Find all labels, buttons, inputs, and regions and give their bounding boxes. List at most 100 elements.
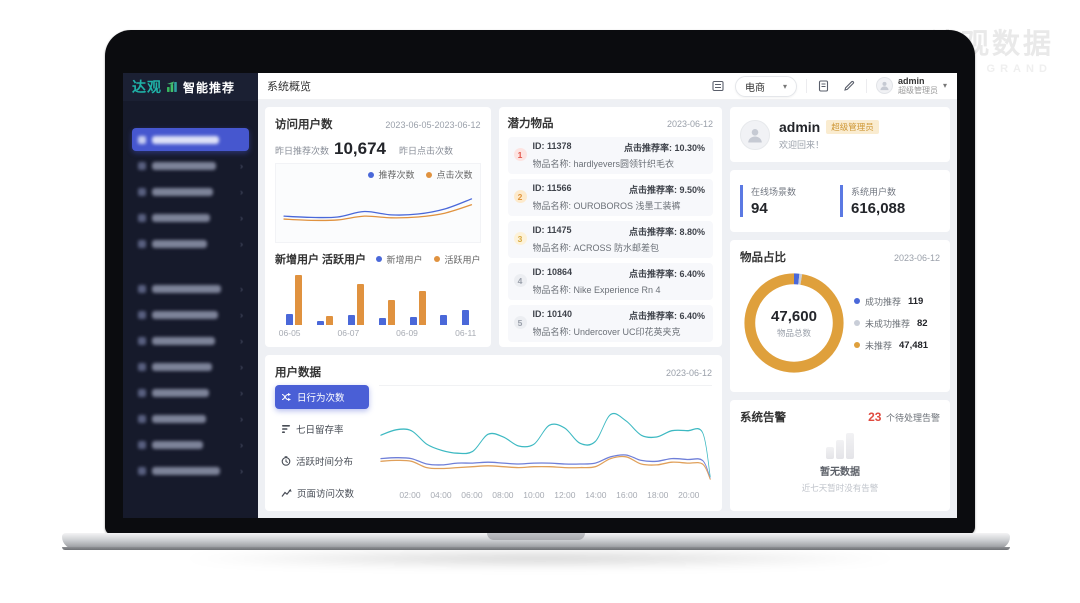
userdata-chart: 02:00 04:00 06:00 08:00 10:00 12:00 14:00 16:00… [379,385,712,502]
scene-select-value: 电商 [744,82,765,94]
user-menu[interactable]: admin 超级管理员 ▾ [875,76,947,95]
pen-icon[interactable] [841,78,857,94]
legend-label: 未推荐 [865,340,893,351]
potential-item[interactable]: 4 ID: 10864 点击推荐率: 6.40% 物品名称: Nike Experie… [507,263,713,300]
blurred-text [152,310,218,319]
chevron-right-icon: › [240,212,243,223]
item-name: 物品名称: OUROBOROS 浅墨工装裤 [532,201,681,211]
legend-label: 活跃用户 [444,254,481,265]
legend-dot-icon [434,256,441,262]
avatar [875,77,893,95]
blurred-text [152,161,216,170]
laptop-bezel: 达观 智能推荐 › › › › › › › › › › › › 系统概览 [62,30,1010,550]
legend-dot-icon [854,342,860,348]
laptop-mockup: 达观 智能推荐 › › › › › › › › › › › › 系统概览 [62,30,1010,550]
document-icon[interactable] [816,78,832,94]
item-id: ID: 11475 [532,225,572,235]
bar-group [409,271,426,325]
item-click-rate: 点击推荐率: 8.80% [628,227,705,237]
userdata-tab-0[interactable]: 日行为次数 [275,385,369,409]
x-tick-label: 18:00 [647,490,669,500]
blurred-text [152,362,212,371]
x-tick-label: 06-09 [396,328,418,338]
item-name: 物品名称: Nike Experience Rn 4 [532,285,661,295]
product-name: 智能推荐 [183,80,236,95]
menu-collapse-icon[interactable] [710,78,726,94]
bar [418,290,426,325]
chevron-right-icon: › [240,387,243,398]
potential-title: 潜力物品 [507,118,554,130]
sidebar-item-icon [138,388,146,397]
bar [286,314,294,325]
sidebar-item[interactable]: › [132,459,249,482]
potential-item[interactable]: 2 ID: 11566 点击推荐率: 9.50% 物品名称: OUROBOROS 浅墨… [507,179,713,216]
potential-item[interactable]: 3 ID: 11475 点击推荐率: 8.80% 物品名称: ACROSS 防水邮差包 [507,221,713,258]
scene-select[interactable]: 电商 ▾ [734,75,797,97]
role-badge: 超级管理员 [826,119,879,134]
sidebar-item[interactable]: › [132,232,249,255]
empty-subtitle: 近七天暂时没有告警 [801,483,879,493]
sidebar-item-icon [138,440,146,449]
user-name: admin [897,76,925,87]
item-id: ID: 10864 [532,267,573,277]
blurred-text [152,135,219,144]
x-tick-label: 10:00 [523,490,545,500]
sidebar-item[interactable]: › [132,355,249,378]
userdata-title: 用户数据 [275,367,321,379]
total-items-label: 物品总数 [776,327,811,338]
sidebar-item[interactable]: › [132,277,249,300]
sidebar-item[interactable]: › [132,154,249,177]
alerts-count-label: 个待处理告警 [885,413,940,423]
card-system-stats: 在线场景数 94 系统用户数 616,088 [730,170,950,232]
potential-item[interactable]: 1 ID: 11378 点击推荐率: 10.30% 物品名称: hardlyevers… [507,137,713,174]
item-id-row: ID: 11378 点击推荐率: 10.30% [533,141,706,154]
avatar [740,119,770,150]
chevron-right-icon: › [240,465,243,476]
visits-line-chart [283,198,473,222]
x-tick-label: 06-07 [337,328,360,338]
userdata-tab-2[interactable]: 活跃时间分布 [275,449,369,473]
bar [440,314,448,325]
donut-center: 47,600 物品总数 [740,269,848,377]
topbar-actions: 电商 ▾ [710,75,947,97]
laptop-shadow [20,552,1060,574]
sidebar-item[interactable]: › [132,433,249,456]
sidebar-item-icon [138,239,146,248]
sidebar-item[interactable]: › [132,407,249,430]
proportion-title: 物品占比 [740,252,786,264]
bar [317,320,325,325]
x-tick-label: 06-05 [278,328,301,338]
proportion-legend-item: 未成功推荐 82 [854,317,928,330]
userdata-tab-1[interactable]: 七日留存率 [275,417,369,441]
bar [326,315,334,325]
legend-dot-icon [368,171,375,178]
brand-chart-icon [166,81,179,93]
userdata-tab-3[interactable]: 页面访问次数 [275,481,369,505]
sidebar-item[interactable]: › [132,303,249,326]
card-user-data: 用户数据 2023-06-12 日行为次数 七日留存率 活跃时间分布 页面访问次数 0… [265,355,722,511]
card-potential-items: 潜力物品 2023-06-12 1 ID: 11378 点击推荐率: 10.30% 物… [498,107,722,347]
bar [347,314,355,325]
x-tick-label: 06:00 [461,490,483,500]
blurred-text [152,336,215,345]
card-system-alerts: 系统告警 23 个待处理告警 [730,400,950,511]
sidebar-item[interactable]: › [132,381,249,404]
legend-label: 成功推荐 [865,296,902,307]
sidebar-item[interactable]: › [132,206,249,229]
potential-item[interactable]: 5 ID: 10140 点击推荐率: 6.40% 物品名称: Undercover U… [507,305,713,342]
sidebar-item[interactable]: › [132,180,249,203]
x-tick-label: 12:00 [554,490,576,500]
sidebar-section-label [136,114,249,122]
legend-dot-icon [854,320,860,326]
legend-value: 119 [908,295,924,307]
legend-dot-icon [854,298,860,304]
alerts-pending-count: 23 个待处理告警 [868,410,940,424]
visits-chart-panel: 推荐次数 点击次数 [275,163,481,243]
welcome-text: 欢迎回来！ [779,139,825,150]
sidebar-item[interactable]: › [132,329,249,352]
card-visit-users: 访问用户数 2023-06-05-2023-06-12 昨日推荐次数 10,67… [265,107,491,347]
sidebar-item-active[interactable] [132,128,249,151]
legend-item: 新增用户 [376,253,422,266]
chevron-right-icon: › [240,186,243,197]
